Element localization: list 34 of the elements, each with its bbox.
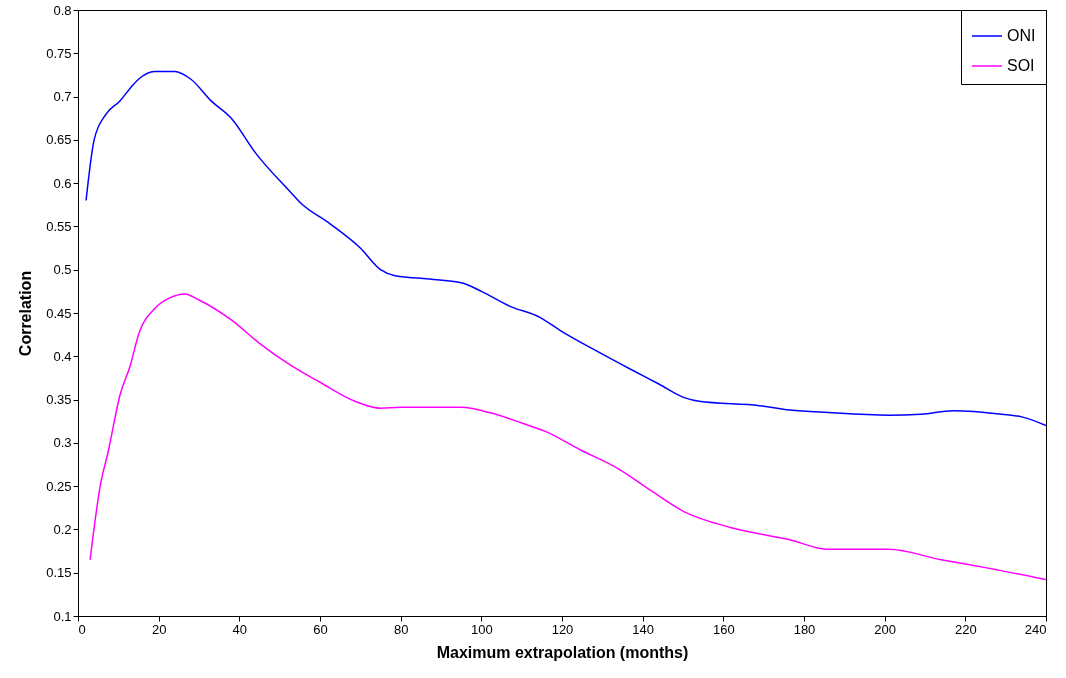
y-tick-label: 0.8 — [53, 2, 72, 18]
y-tick-label: 0.1 — [53, 608, 72, 624]
x-tick-label: 0 — [78, 621, 86, 637]
y-tick-label: 0.65 — [46, 132, 72, 148]
x-tick-label: 20 — [151, 621, 167, 637]
x-tick-label: 240 — [1024, 621, 1047, 637]
x-tick-label: 180 — [793, 621, 816, 637]
line-series — [89, 293, 1046, 581]
y-axis-title: Correlation — [17, 270, 35, 357]
y-tick-label: 0.45 — [46, 305, 72, 321]
y-tick-label: 0.7 — [53, 89, 72, 105]
y-tick-label: 0.25 — [46, 478, 72, 494]
y-tick-label: 0.5 — [53, 262, 72, 278]
x-tick-label: 160 — [712, 621, 735, 637]
y-tick-label: 0.2 — [53, 521, 72, 537]
x-tick-label: 100 — [470, 621, 493, 637]
x-tick-label: 140 — [632, 621, 655, 637]
legend-label: SOI — [1007, 57, 1035, 74]
legend-label: ONI — [1007, 27, 1036, 44]
y-tick-label: 0.55 — [46, 218, 72, 234]
y-tick-label: 0.6 — [53, 175, 72, 191]
y-tick-label: 0.4 — [53, 348, 72, 364]
x-tick-label: 120 — [551, 621, 574, 637]
x-tick-label: 40 — [232, 621, 248, 637]
line-series — [85, 70, 1046, 427]
y-tick-label: 0.15 — [46, 565, 72, 581]
x-tick-label: 200 — [874, 621, 897, 637]
y-tick-label: 0.3 — [53, 435, 72, 451]
y-tick-label: 0.75 — [46, 45, 72, 61]
x-tick-label: 220 — [954, 621, 977, 637]
x-tick-label: 60 — [313, 621, 328, 637]
x-axis-title: Maximum extrapolation (months) — [436, 643, 689, 661]
x-tick-label: 80 — [393, 621, 409, 637]
y-tick-label: 0.35 — [46, 392, 72, 408]
